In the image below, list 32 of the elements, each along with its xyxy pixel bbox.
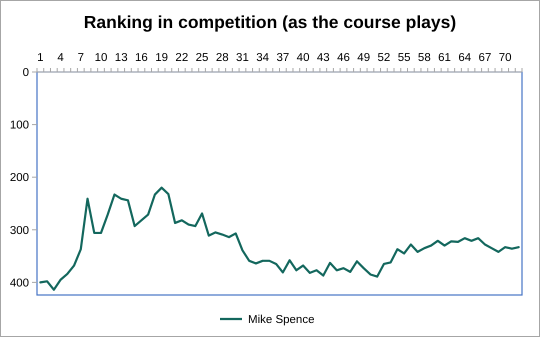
- legend-label: Mike Spence: [248, 314, 314, 326]
- x-tick-label: 46: [337, 52, 350, 64]
- x-tick-label: 7: [78, 52, 84, 64]
- x-tick-label: 70: [498, 52, 512, 64]
- x-tick-label: 22: [175, 52, 188, 64]
- x-tick-label: 28: [216, 52, 229, 64]
- y-tick-label: 200: [10, 172, 29, 184]
- x-tick-label: 55: [398, 52, 411, 64]
- x-tick-label: 10: [94, 52, 108, 64]
- y-tick-label: 100: [10, 120, 29, 132]
- x-tick-label: 34: [256, 52, 270, 64]
- x-tick-label: 64: [458, 52, 472, 64]
- y-tick-label: 0: [22, 67, 29, 80]
- x-tick-label: 61: [438, 52, 451, 64]
- x-tick-label: 31: [236, 52, 249, 64]
- x-tick-label: 19: [155, 52, 168, 64]
- x-tick-label: 16: [135, 52, 148, 64]
- x-tick-label: 1: [37, 52, 44, 64]
- x-tick-label: 37: [276, 52, 290, 64]
- x-tick-label: 4: [57, 52, 64, 64]
- y-tick-label: 400: [10, 277, 29, 290]
- x-tick-label: 40: [296, 52, 310, 64]
- x-tick-label: 49: [357, 52, 370, 64]
- x-tick-label: 13: [114, 52, 128, 64]
- x-tick-label: 58: [418, 52, 431, 64]
- chart-title: Ranking in competition (as the course plays): [84, 12, 456, 32]
- x-tick-label: 25: [196, 52, 208, 64]
- x-tick-label: 52: [378, 52, 390, 64]
- x-tick-label: 67: [478, 52, 492, 64]
- y-tick-label: 300: [10, 224, 29, 237]
- line-series: [39, 186, 520, 291]
- x-tick-label: 43: [316, 52, 330, 64]
